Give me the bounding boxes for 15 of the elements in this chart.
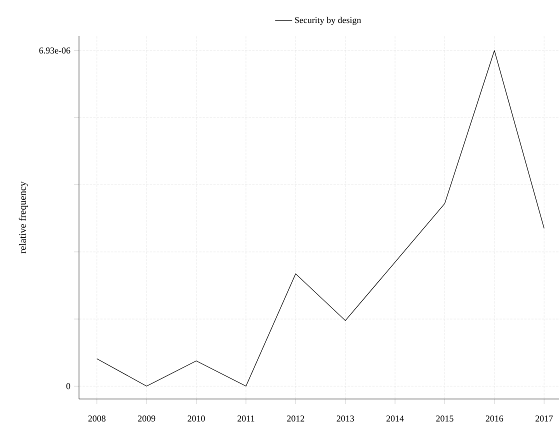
x-tick-label: 2011 xyxy=(238,416,254,422)
x-tick-label: 2015 xyxy=(436,416,454,422)
line-series xyxy=(96,50,544,386)
x-tick-label: 2008 xyxy=(88,416,106,422)
legend-label: Security by design xyxy=(295,16,362,25)
x-tick-label: 2009 xyxy=(138,416,156,422)
x-tick-label: 2016 xyxy=(486,416,504,422)
x-tick-label: 2010 xyxy=(188,416,205,422)
y-tick-label: 0 xyxy=(66,383,70,390)
y-axis-title: relative frequency xyxy=(18,181,28,254)
x-tick-label: 2012 xyxy=(287,416,304,422)
x-tick-label: 2017 xyxy=(536,416,553,422)
y-tick-label: 6.93e-06 xyxy=(39,47,70,54)
x-tick-label: 2014 xyxy=(386,416,404,422)
x-tick-label: 2013 xyxy=(336,416,354,422)
